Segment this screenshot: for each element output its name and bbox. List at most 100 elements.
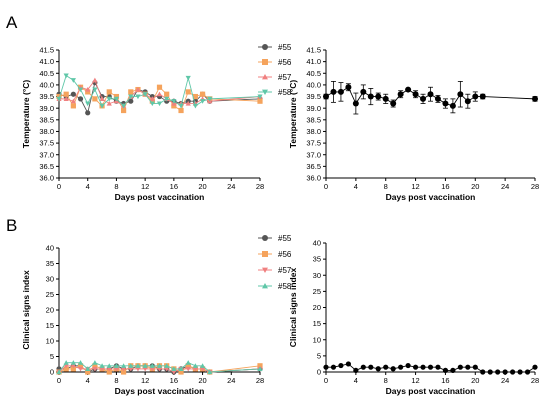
data-point (323, 93, 329, 100)
data-point (502, 369, 508, 375)
legend-marker (262, 267, 268, 273)
data-point (257, 366, 263, 371)
y-tick-label: 30 (313, 271, 321, 280)
data-point (427, 364, 434, 370)
data-point (77, 360, 84, 365)
panel-label-b: B (6, 216, 17, 235)
data-point (398, 364, 404, 370)
data-point (70, 103, 76, 109)
data-point (524, 369, 531, 375)
legend-marker (262, 235, 268, 241)
data-point (207, 96, 213, 102)
data-point (70, 78, 76, 83)
data-point (113, 96, 120, 102)
x-tick-label: 0 (57, 182, 61, 191)
chart-b-left: 0 5 10 15 20 25 30 35 40 0 4 8 12 16 20 24 28 Days post v… (21, 234, 292, 396)
data-point (185, 100, 191, 106)
x-tick-label: 12 (141, 182, 149, 191)
y-tick-label: 38.0 (39, 127, 54, 136)
x-tick-label: 28 (531, 376, 539, 385)
data-point (330, 364, 337, 370)
data-point (56, 96, 62, 102)
data-point (106, 369, 112, 375)
y-tick-label: 38.0 (306, 127, 321, 136)
data-point (149, 366, 155, 372)
data-point (185, 360, 191, 365)
data-point (457, 91, 464, 98)
x-tick-label: 4 (354, 376, 358, 385)
y-tick-label: 39.0 (39, 104, 54, 113)
data-point (128, 89, 134, 95)
x-tick-label: 24 (501, 182, 509, 191)
data-point (92, 96, 98, 102)
data-point (337, 88, 344, 95)
data-point (412, 91, 419, 98)
data-point (106, 363, 112, 368)
y-tick-label: 10 (313, 335, 321, 344)
data-point (207, 369, 213, 375)
data-point (382, 95, 389, 102)
data-point (70, 360, 76, 365)
data-point (121, 103, 127, 109)
y-tick-label: 38.5 (306, 115, 321, 124)
x-tick-label: 4 (354, 182, 358, 191)
data-point (390, 366, 396, 372)
data-point (63, 360, 69, 365)
data-point (113, 363, 120, 368)
data-point (323, 364, 329, 370)
data-point (464, 98, 471, 105)
data-point (99, 366, 105, 372)
chart-b-right: 0 5 10 15 20 25 30 35 40 0 4 8 12 16 20 24 28 Days post v… (288, 239, 539, 396)
y-tick-label: 0 (50, 368, 54, 377)
data-point (70, 98, 76, 104)
y-tick-label: 36.0 (39, 174, 54, 183)
y-tick-label: 38.5 (39, 115, 54, 124)
data-point (106, 96, 112, 102)
y-tick-label: 41.0 (306, 57, 321, 66)
data-point (375, 366, 381, 372)
data-point (185, 89, 191, 95)
data-point (164, 96, 170, 102)
x-tick-label: 0 (324, 376, 328, 385)
data-point (77, 96, 84, 102)
x-axis-label: Days post vaccination (386, 192, 476, 202)
legend-marker (262, 59, 268, 65)
x-tick-label: 20 (198, 376, 206, 385)
y-tick-label: 40 (46, 244, 54, 253)
data-point (185, 75, 191, 81)
data-point (149, 363, 155, 368)
data-point (92, 360, 98, 365)
x-tick-label: 12 (141, 376, 149, 385)
data-point (397, 91, 404, 98)
data-point (85, 86, 91, 92)
data-point (449, 102, 456, 109)
data-point (128, 363, 134, 368)
data-point (412, 364, 419, 370)
data-point (442, 100, 449, 107)
data-point (383, 364, 389, 370)
data-point (85, 89, 91, 95)
data-point (164, 363, 170, 368)
legend-marker (262, 251, 268, 257)
data-point (106, 89, 112, 95)
x-tick-label: 20 (198, 182, 206, 191)
data-point (472, 364, 478, 370)
y-tick-label: 37.0 (39, 150, 54, 159)
y-tick-label: 36.5 (39, 162, 54, 171)
x-axis-label: Days post vaccination (386, 386, 476, 396)
x-tick-label: 4 (86, 182, 90, 191)
data-point (92, 77, 98, 83)
data-point (128, 366, 134, 372)
y-tick-label: 25 (313, 287, 321, 296)
y-axis-label: Clinical signs index (288, 268, 298, 348)
data-point (420, 364, 426, 370)
data-point (517, 369, 523, 375)
data-point (345, 361, 351, 367)
x-tick-label: 24 (227, 182, 235, 191)
data-point (178, 103, 184, 109)
data-point (121, 363, 127, 368)
x-tick-label: 16 (170, 376, 178, 385)
data-point (257, 98, 263, 104)
data-point (142, 92, 148, 97)
